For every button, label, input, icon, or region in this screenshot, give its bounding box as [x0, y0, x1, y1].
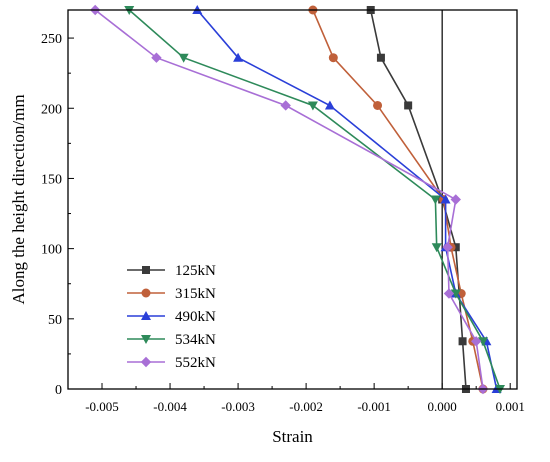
data-point-534kN [178, 53, 189, 63]
legend-marker-125kN [142, 266, 150, 274]
legend-label: 490kN [175, 309, 216, 325]
data-point-490kN [324, 100, 335, 110]
data-point-125kN [451, 243, 460, 252]
data-point-315kN [373, 100, 383, 110]
y-tick-label: 100 [41, 243, 62, 258]
data-point-315kN [328, 53, 338, 63]
y-tick-label: 200 [41, 102, 62, 117]
series-line-490kN [196, 10, 498, 389]
data-point-125kN [458, 337, 467, 346]
legend-marker-490kN [141, 311, 151, 320]
x-tick-label: 0.000 [428, 399, 457, 414]
series-line-534kN [128, 10, 501, 389]
x-tick-label: -0.003 [221, 399, 255, 414]
data-point-552kN [450, 194, 461, 205]
y-axis-label: Along the height direction/mm [9, 94, 28, 304]
data-point-552kN [280, 100, 291, 111]
x-tick-label: -0.001 [357, 399, 391, 414]
data-point-552kN [470, 336, 482, 347]
series-line-552kN [94, 10, 484, 389]
x-tick-label: -0.004 [153, 399, 187, 414]
data-point-552kN [443, 288, 455, 299]
data-point-125kN [376, 53, 385, 62]
data-point-534kN [307, 101, 318, 111]
data-point-534kN [431, 243, 442, 253]
y-tick-label: 150 [41, 172, 62, 187]
data-point-534kN [430, 195, 441, 205]
data-point-490kN [440, 194, 451, 204]
data-point-552kN [151, 52, 162, 63]
legend-label: 125kN [175, 263, 216, 279]
legend-label: 534kN [175, 332, 216, 348]
x-tick-label: 0.001 [496, 399, 525, 414]
data-point-552kN [442, 242, 453, 253]
data-point-534kN [477, 337, 488, 347]
y-tick-label: 250 [41, 32, 62, 47]
y-tick-label: 50 [48, 313, 62, 328]
data-point-534kN [450, 289, 461, 299]
legend-label: 315kN [175, 286, 216, 302]
x-tick-label: -0.002 [289, 399, 323, 414]
y-tick-label: 0 [55, 383, 62, 398]
plot-layer: -0.005 -0.004 -0.003 -0.002 -0.001 0.000 0.001… [9, 4, 525, 446]
legend-label: 552kN [175, 355, 216, 371]
series-line-125kN [369, 10, 467, 389]
plot-frame [67, 9, 518, 390]
legend-marker-552kN [140, 356, 152, 368]
x-axis-label: Strain [272, 427, 313, 446]
x-tick-label: -0.005 [85, 399, 119, 414]
legend-marker-315kN [141, 288, 151, 298]
legend-marker-534kN [141, 335, 151, 344]
data-point-125kN [404, 101, 413, 110]
data-point-490kN [233, 52, 244, 62]
